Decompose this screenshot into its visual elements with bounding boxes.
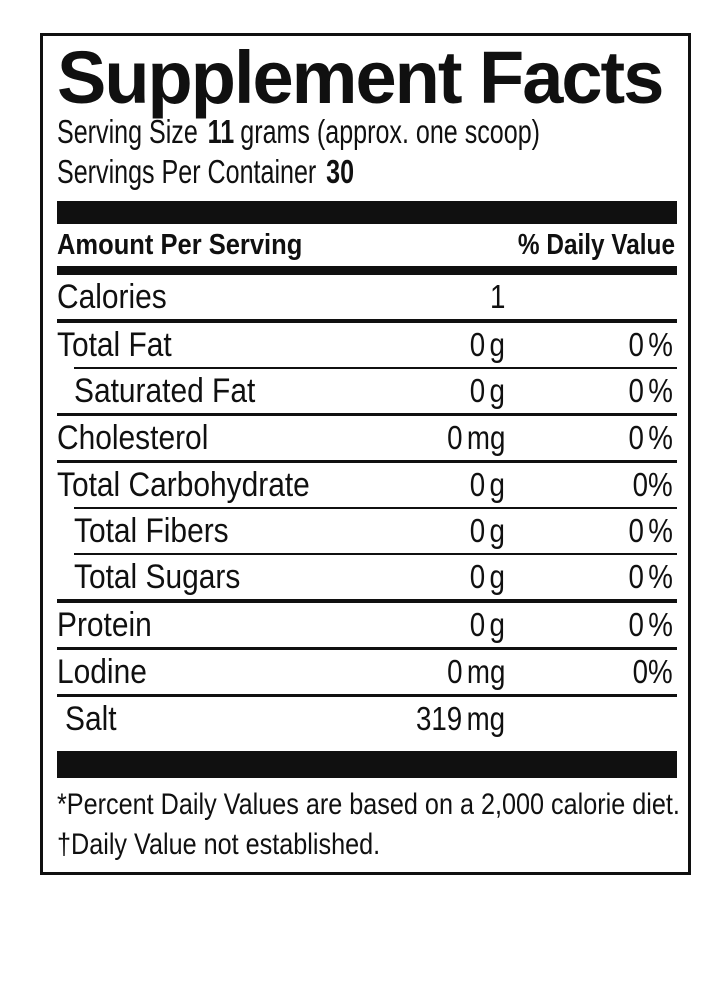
serving-size-qty: 11 bbox=[207, 113, 235, 150]
nutrient-name-text: Total Sugars bbox=[74, 558, 241, 596]
supplement-facts-label: Supplement Facts Serving Size 11 grams (ap… bbox=[40, 33, 691, 875]
nutrient-dv-text: 0 % bbox=[628, 558, 673, 595]
label-title: Supplement Facts bbox=[57, 41, 675, 115]
row-divider bbox=[57, 599, 677, 603]
table-row: Cholesterol 0 mg 0 % bbox=[57, 416, 675, 460]
nutrient-name-text: Total Carbohydrate bbox=[57, 466, 310, 504]
nutrient-amount: 0 g bbox=[463, 369, 505, 413]
thick-separator-bar-bottom bbox=[57, 751, 677, 778]
row-divider bbox=[74, 507, 677, 509]
table-row: Saturated Fat 0 g 0 % bbox=[57, 369, 675, 413]
nutrient-name-text: Saturated Fat bbox=[74, 372, 256, 410]
nutrient-dv-text: 0% bbox=[632, 466, 673, 503]
footnotes: *Percent Daily Values are based on a 2,0… bbox=[57, 785, 680, 865]
nutrient-amount-text: 0 g bbox=[469, 606, 505, 643]
nutrient-name-text: Protein bbox=[57, 606, 152, 644]
nutrient-daily-value: 0 % bbox=[620, 323, 673, 367]
row-divider bbox=[74, 553, 677, 555]
nutrient-amount: 0 g bbox=[463, 323, 505, 367]
column-header-daily-value: % Daily Value bbox=[488, 224, 675, 266]
footnote-percent-daily: *Percent Daily Values are based on a 2,0… bbox=[57, 785, 680, 825]
column-header-amount-per-serving: Amount Per Serving bbox=[57, 224, 336, 266]
row-divider bbox=[57, 413, 677, 416]
nutrient-amount: 0 g bbox=[463, 555, 505, 599]
nutrient-name-text: Calories bbox=[57, 278, 167, 316]
nutrient-name: Salt bbox=[65, 697, 124, 741]
nutrient-daily-value: 0 % bbox=[620, 509, 673, 553]
table-row: Total Carbohydrate 0 g 0% bbox=[57, 463, 675, 507]
nutrient-amount: 0 g bbox=[463, 463, 505, 507]
nutrient-amount: 1 bbox=[487, 275, 505, 319]
nutrient-daily-value: 0 % bbox=[620, 603, 673, 647]
nutrient-name: Lodine bbox=[57, 650, 159, 694]
nutrient-daily-value: 0 % bbox=[620, 369, 673, 413]
thick-separator-bar-top bbox=[57, 201, 677, 224]
nutrient-name: Calories bbox=[57, 275, 182, 319]
nutrient-name-text: Lodine bbox=[57, 653, 147, 691]
serving-size-label: Serving Size bbox=[57, 113, 198, 150]
table-row: Total Sugars 0 g 0 % bbox=[57, 555, 675, 599]
nutrient-name: Protein bbox=[57, 603, 165, 647]
nutrient-amount-text: 0 g bbox=[469, 326, 505, 363]
table-row: Lodine 0 mg 0% bbox=[57, 650, 675, 694]
nutrient-name-text: Total Fibers bbox=[74, 512, 229, 550]
header-rule bbox=[57, 266, 677, 275]
table-header: Amount Per Serving % Daily Value bbox=[57, 224, 675, 266]
nutrient-amount-text: 0 g bbox=[469, 558, 505, 595]
nutrient-dv-text: 0 % bbox=[628, 372, 673, 409]
label-title-text: Supplement Facts bbox=[57, 36, 664, 119]
row-divider bbox=[57, 319, 677, 323]
nutrient-amount: 319 mg bbox=[399, 697, 505, 741]
nutrient-amount-text: 0 g bbox=[469, 372, 505, 409]
table-row: Total Fat 0 g 0 % bbox=[57, 323, 675, 367]
nutrient-daily-value: 0% bbox=[625, 463, 673, 507]
nutrient-amount: 0 mg bbox=[436, 416, 505, 460]
nutrient-daily-value: 0 % bbox=[620, 555, 673, 599]
nutrient-daily-value: 0 % bbox=[620, 416, 673, 460]
nutrient-amount: 0 g bbox=[463, 509, 505, 553]
nutrient-name: Saturated Fat bbox=[74, 369, 280, 413]
nutrient-dv-text: 0 % bbox=[628, 512, 673, 549]
column-header-amount-text: Amount Per Serving bbox=[57, 229, 303, 261]
nutrient-name: Cholesterol bbox=[57, 416, 229, 460]
nutrient-amount-text: 319 mg bbox=[415, 700, 505, 737]
nutrient-amount-text: 0 g bbox=[469, 466, 505, 503]
row-divider bbox=[57, 694, 677, 697]
nutrient-name: Total Fibers bbox=[74, 509, 250, 553]
row-divider bbox=[74, 367, 677, 369]
nutrient-dv-text: 0 % bbox=[628, 419, 673, 456]
serving-size-desc: grams (approx. one scoop) bbox=[240, 113, 540, 150]
row-divider bbox=[57, 460, 677, 463]
row-divider bbox=[57, 647, 677, 650]
nutrient-name: Total Sugars bbox=[74, 555, 263, 599]
table-row: Calories 1 bbox=[57, 275, 675, 319]
nutrient-dv-text: 0% bbox=[632, 653, 673, 690]
serving-size-line: Serving Size 11 grams (approx. one scoop) bbox=[57, 112, 675, 152]
nutrient-amount-text: 1 bbox=[489, 278, 505, 315]
footnote-not-established-text: †Daily Value not established. bbox=[57, 828, 381, 861]
footnote-percent-daily-text: *Percent Daily Values are based on a 2,0… bbox=[57, 788, 680, 821]
nutrient-name-text: Salt bbox=[65, 700, 117, 738]
table-row: Protein 0 g 0 % bbox=[57, 603, 675, 647]
nutrient-dv-text: 0 % bbox=[628, 606, 673, 643]
servings-per-container-value: 30 bbox=[326, 153, 355, 190]
nutrient-amount: 0 g bbox=[463, 603, 505, 647]
nutrient-name-text: Total Fat bbox=[57, 326, 172, 364]
nutrient-name: Total Fat bbox=[57, 323, 187, 367]
column-header-dv-text: % Daily Value bbox=[517, 229, 675, 261]
nutrient-daily-value: 0% bbox=[625, 650, 673, 694]
nutrient-name: Total Carbohydrate bbox=[57, 463, 344, 507]
nutrient-amount-text: 0 mg bbox=[446, 653, 505, 690]
nutrient-name-text: Cholesterol bbox=[57, 419, 209, 457]
servings-per-container-line: Servings Per Container 30 bbox=[57, 152, 675, 192]
nutrient-amount-text: 0 g bbox=[469, 512, 505, 549]
table-row: Salt 319 mg bbox=[57, 697, 675, 741]
nutrient-amount: 0 mg bbox=[436, 650, 505, 694]
servings-per-container-label: Servings Per Container bbox=[57, 153, 317, 190]
table-row: Total Fibers 0 g 0 % bbox=[57, 509, 675, 553]
nutrient-dv-text: 0 % bbox=[628, 326, 673, 363]
nutrient-amount-text: 0 mg bbox=[446, 419, 505, 456]
footnote-not-established: †Daily Value not established. bbox=[57, 825, 675, 865]
